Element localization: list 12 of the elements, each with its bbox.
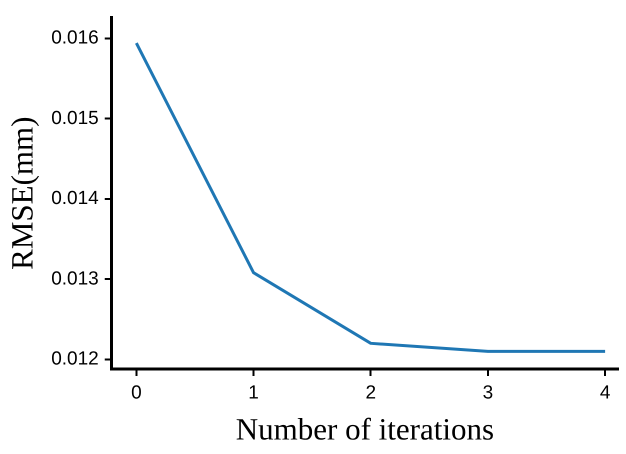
x-tick-label: 1 <box>248 382 259 404</box>
y-tick-label: 0.014 <box>51 188 100 210</box>
x-tick-label: 0 <box>131 382 142 404</box>
y-axis-title: RMSE(mm) <box>4 116 40 270</box>
x-tick-label: 2 <box>365 382 376 404</box>
y-tick-label: 0.016 <box>51 28 99 49</box>
x-axis-title: Number of iterations <box>236 412 494 447</box>
x-tick-label: 3 <box>482 382 494 404</box>
x-tick-label: 4 <box>600 382 611 404</box>
y-tick-label: 0.012 <box>51 348 99 370</box>
y-tick-label: 0.015 <box>51 108 99 129</box>
y-tick-label: 0.013 <box>51 268 99 290</box>
